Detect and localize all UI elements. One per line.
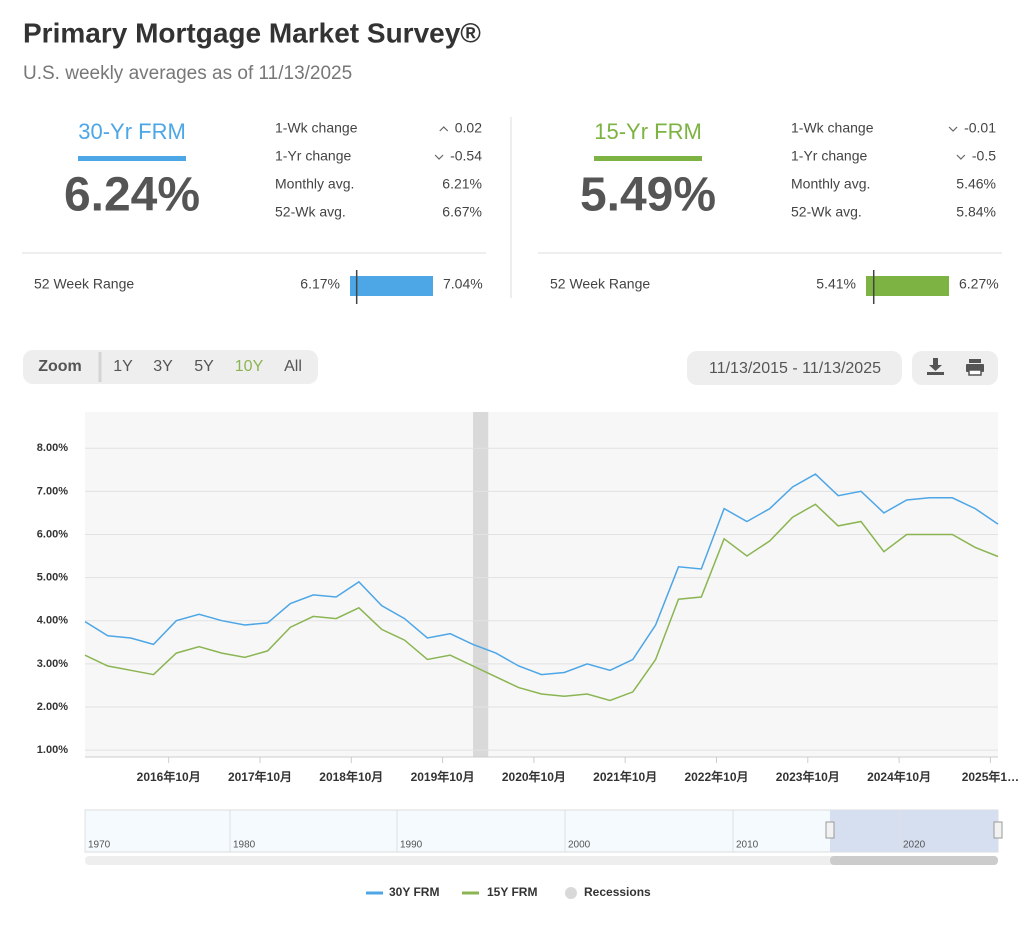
x-tick-label: 2020年10月	[502, 769, 566, 784]
zoom-option[interactable]: 10Y	[235, 358, 264, 375]
card-rate: 6.24%	[64, 169, 200, 222]
x-tick-label: 2018年10月	[319, 769, 383, 784]
export-box	[912, 351, 998, 385]
title: Primary Mortgage Market Survey®	[23, 17, 481, 48]
card-rate: 5.49%	[580, 169, 716, 222]
stat-value: 6.67%	[442, 204, 482, 220]
navigator-label: 1980	[233, 840, 256, 851]
y-tick-label: 1.00%	[37, 744, 68, 756]
stat-label: 1-Wk change	[275, 120, 358, 136]
range-bar	[350, 276, 433, 296]
y-tick-label: 6.00%	[37, 528, 68, 540]
x-tick-label: 2017年10月	[228, 769, 292, 784]
y-tick-label: 2.00%	[37, 701, 68, 713]
range-bar	[866, 276, 949, 296]
change-arrow	[434, 154, 444, 160]
x-tick-label: 2024年10月	[867, 769, 931, 784]
legend-label[interactable]: 30Y FRM	[389, 885, 439, 899]
navigator-label: 2010	[736, 840, 759, 851]
x-tick-label: 2023年10月	[776, 769, 840, 784]
scrollbar-thumb[interactable]	[830, 856, 998, 865]
stat-label: 1-Yr change	[791, 148, 867, 164]
range-label: 52 Week Range	[34, 276, 134, 292]
stat-value: 6.21%	[442, 176, 482, 192]
legend-label[interactable]: 15Y FRM	[487, 885, 537, 899]
y-tick-label: 3.00%	[37, 658, 68, 670]
card-title: 30-Yr FRM	[78, 119, 186, 144]
range-label: 52 Week Range	[550, 276, 650, 292]
navigator-selection[interactable]	[830, 810, 998, 852]
stat-label: 52-Wk avg.	[275, 204, 346, 220]
range-low: 5.41%	[816, 276, 856, 292]
y-tick-label: 4.00%	[37, 615, 68, 627]
x-tick-label: 2025年1…	[962, 769, 1019, 784]
change-arrow	[439, 126, 449, 132]
stat-label: 52-Wk avg.	[791, 204, 862, 220]
zoom-label: Zoom	[38, 358, 82, 375]
stat-label: Monthly avg.	[275, 176, 354, 192]
zoom-option[interactable]: 5Y	[194, 358, 214, 375]
stat-value: 5.84%	[956, 204, 996, 220]
navigator-label: 2000	[568, 840, 591, 851]
zoom-option[interactable]: All	[284, 358, 302, 375]
plot-area	[85, 412, 998, 757]
navigator-handle[interactable]	[825, 821, 835, 839]
x-tick-label: 2022年10月	[684, 769, 748, 784]
series-line	[84, 503, 999, 702]
navigator-label: 1990	[400, 840, 423, 851]
y-tick-label: 5.00%	[37, 572, 68, 584]
stat-value: -0.5	[972, 148, 996, 164]
card-underline	[78, 156, 186, 161]
navigator-label: 2020	[903, 840, 926, 851]
zoom-option[interactable]: 1Y	[113, 358, 133, 375]
scrollbar	[85, 856, 998, 865]
date-range[interactable]: 11/13/2015 - 11/13/2025	[709, 360, 881, 377]
change-arrow	[956, 154, 966, 160]
navigator-label: 1970	[88, 840, 111, 851]
stat-label: Monthly avg.	[791, 176, 870, 192]
range-low: 6.17%	[300, 276, 340, 292]
download-icon[interactable]	[927, 358, 944, 375]
series-line	[84, 473, 999, 676]
stat-label: 1-Yr change	[275, 148, 351, 164]
range-high: 7.04%	[443, 276, 483, 292]
legend-label[interactable]: Recessions	[584, 885, 651, 899]
x-tick-label: 2016年10月	[137, 769, 201, 784]
subtitle: U.S. weekly averages as of 11/13/2025	[23, 63, 352, 84]
stat-label: 1-Wk change	[791, 120, 874, 136]
stat-value: -0.01	[964, 120, 996, 136]
legend-swatch	[565, 887, 577, 899]
x-tick-label: 2019年10月	[411, 769, 475, 784]
navigator-handle[interactable]	[993, 821, 1003, 839]
change-arrow	[948, 126, 958, 132]
stat-value: 5.46%	[956, 176, 996, 192]
range-high: 6.27%	[959, 276, 999, 292]
print-icon[interactable]	[966, 359, 984, 376]
y-tick-label: 7.00%	[37, 485, 68, 497]
x-tick-label: 2021年10月	[593, 769, 657, 784]
zoom-option[interactable]: 3Y	[153, 358, 173, 375]
y-tick-label: 8.00%	[37, 442, 68, 454]
recession-band	[473, 412, 489, 757]
zoom-bar	[23, 350, 318, 384]
stat-value: -0.54	[450, 148, 482, 164]
card-underline	[594, 156, 702, 161]
stat-value: 0.02	[455, 120, 482, 136]
card-title: 15-Yr FRM	[594, 119, 702, 144]
date-range-box[interactable]	[687, 351, 902, 385]
